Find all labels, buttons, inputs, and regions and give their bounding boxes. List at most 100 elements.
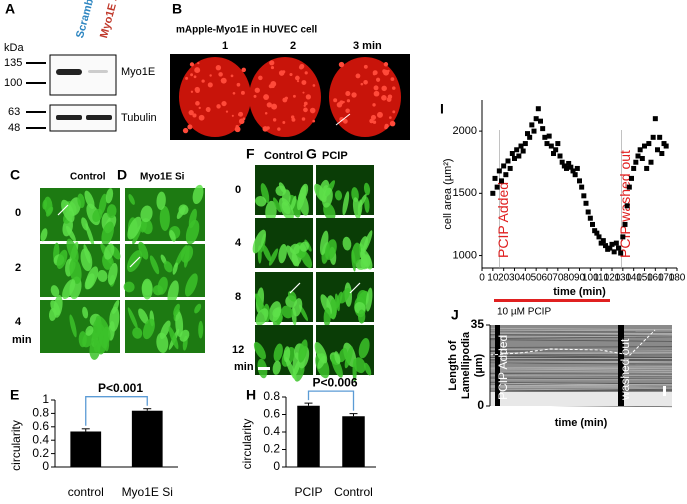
cell-feature — [365, 287, 373, 312]
cell-feature — [266, 102, 272, 108]
cell-feature — [221, 100, 227, 107]
cell-feature — [193, 75, 197, 79]
marker-label: 48 — [8, 122, 20, 134]
point — [522, 141, 528, 147]
x-tick-label: PCIP — [294, 485, 322, 499]
cell-feature — [216, 104, 221, 109]
cell-feature — [173, 303, 180, 317]
point — [509, 151, 515, 157]
cell-feature — [345, 108, 350, 114]
cell-feature — [273, 197, 282, 213]
point — [538, 118, 543, 124]
marker-band — [618, 325, 624, 406]
cell-feature — [66, 238, 79, 262]
cell-feature — [156, 191, 166, 210]
point — [574, 165, 580, 171]
cell-feature — [283, 346, 291, 363]
cell-feature — [291, 306, 297, 326]
cell-feature — [335, 291, 343, 308]
time-label: 0 — [15, 207, 21, 219]
x-tick-label: 100 — [582, 273, 599, 284]
cell-feature — [331, 354, 343, 378]
cell-feature — [169, 230, 176, 242]
bar — [297, 405, 320, 467]
cell-feature — [372, 103, 376, 107]
cell-feature — [62, 279, 76, 300]
cell-feature — [278, 243, 287, 264]
streak — [489, 362, 673, 365]
cell-feature — [351, 249, 356, 272]
cell-feature — [182, 127, 189, 134]
point — [635, 153, 641, 159]
time-label: 4 — [15, 316, 22, 328]
x-tick-label: Myo1E Si — [122, 485, 173, 499]
cell-feature — [372, 120, 377, 124]
point — [548, 143, 554, 149]
cell-feature — [342, 236, 352, 251]
x-tick-label: 70 — [552, 273, 564, 284]
panel-label: G — [306, 146, 317, 162]
cell-feature — [289, 72, 293, 77]
point — [529, 122, 535, 128]
point — [633, 159, 639, 165]
cell-feature — [45, 206, 54, 217]
cell-feature — [364, 196, 370, 213]
streak — [489, 388, 673, 392]
point — [527, 134, 533, 140]
cell-feature — [323, 307, 331, 327]
point — [512, 155, 517, 161]
point — [603, 243, 608, 249]
x-tick-label: 150 — [636, 273, 653, 284]
cell-feature — [225, 110, 229, 113]
point — [492, 175, 498, 181]
marker-band — [495, 325, 500, 406]
cell-feature — [142, 318, 155, 340]
cell-feature — [299, 183, 309, 201]
cell-feature — [277, 127, 281, 131]
marker-label: 63 — [8, 106, 20, 118]
significance-bracket — [85, 396, 148, 426]
time-label: 12 — [232, 344, 244, 356]
y-tick-label: 0 — [477, 398, 484, 412]
cell-feature — [218, 72, 223, 77]
cell-feature — [194, 303, 202, 314]
point — [657, 134, 663, 140]
cell-feature — [198, 114, 205, 121]
band-label: Myo1E — [121, 66, 155, 78]
cell-feature — [285, 356, 297, 381]
point — [650, 134, 656, 140]
point — [594, 230, 600, 236]
cell-feature — [272, 118, 277, 122]
band — [88, 70, 108, 73]
bar — [342, 416, 365, 467]
cell-feature — [260, 183, 270, 203]
cell-feature — [273, 343, 283, 362]
cell-feature — [168, 326, 179, 350]
point — [520, 148, 526, 154]
cell-feature — [351, 92, 357, 98]
cell-feature — [298, 339, 308, 363]
point — [613, 240, 619, 246]
y-tick-label: 0.8 — [263, 389, 280, 403]
y-tick-label: 0.8 — [32, 406, 49, 420]
cell-feature — [138, 308, 149, 324]
time-label: 2 — [290, 40, 296, 52]
y-tick-label: 0 — [273, 459, 280, 473]
arrow — [57, 204, 69, 216]
cell-feature — [140, 219, 147, 233]
cell-feature — [334, 190, 343, 201]
cell-feature — [207, 82, 213, 88]
cell-feature — [92, 318, 102, 339]
cell-feature — [209, 74, 212, 77]
cell-feature — [195, 101, 200, 106]
point — [553, 147, 559, 153]
cell — [329, 57, 401, 137]
annotation: PCIP Added — [495, 182, 511, 258]
y-tick-label: 0 — [42, 459, 49, 473]
cell-feature — [50, 285, 60, 297]
cell-feature — [302, 91, 305, 94]
cell-feature — [128, 194, 135, 205]
cell-feature — [252, 229, 266, 254]
band — [56, 115, 82, 120]
